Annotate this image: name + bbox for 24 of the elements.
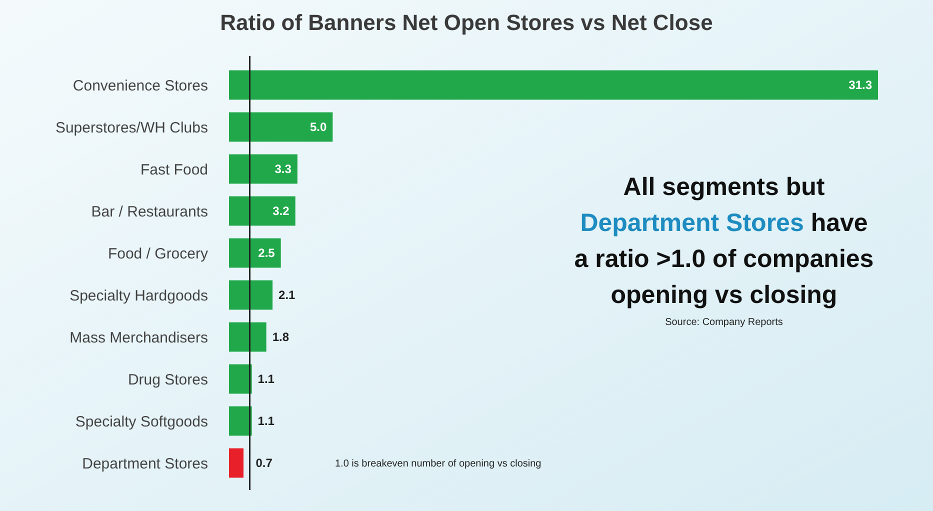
y-tick-label: Food / Grocery xyxy=(108,245,208,262)
y-tick-label: Specialty Softgoods xyxy=(75,413,208,430)
y-tick-label: Department Stores xyxy=(82,455,208,472)
y-tick-label: Fast Food xyxy=(140,161,208,178)
annotation: Source: Company Reports xyxy=(665,317,783,328)
data-label: 2.5 xyxy=(258,246,276,260)
data-label: 0.7 xyxy=(256,456,273,470)
y-tick-label: Bar / Restaurants xyxy=(91,203,208,220)
text: All segments but Department Stores have a ratio >1.0 of companies opening vs closing xyxy=(574,173,874,309)
data-label: 1.1 xyxy=(258,372,275,386)
data-label: 31.3 xyxy=(848,78,872,92)
data-label: 2.1 xyxy=(278,288,296,302)
data-label: 5.0 xyxy=(310,120,327,134)
data-label: 3.3 xyxy=(274,162,292,176)
y-tick-label: Mass Merchandisers xyxy=(70,329,208,346)
ref-line-label: 1.0 is breakeven number of opening vs closing xyxy=(335,458,542,470)
data-label: 1.8 xyxy=(272,330,290,344)
y-tick-label: Convenience Stores xyxy=(72,77,208,94)
y-tick-label: Drug Stores xyxy=(128,371,208,388)
data-label: 3.2 xyxy=(272,204,290,218)
data-label: 1.1 xyxy=(258,414,275,428)
y-tick-label: Superstores/WH Clubs xyxy=(55,119,208,136)
y-tick-label: Specialty Hardgoods xyxy=(70,287,208,304)
chart-title: Ratio of Banners Net Open Stores vs Net Close xyxy=(220,10,713,35)
